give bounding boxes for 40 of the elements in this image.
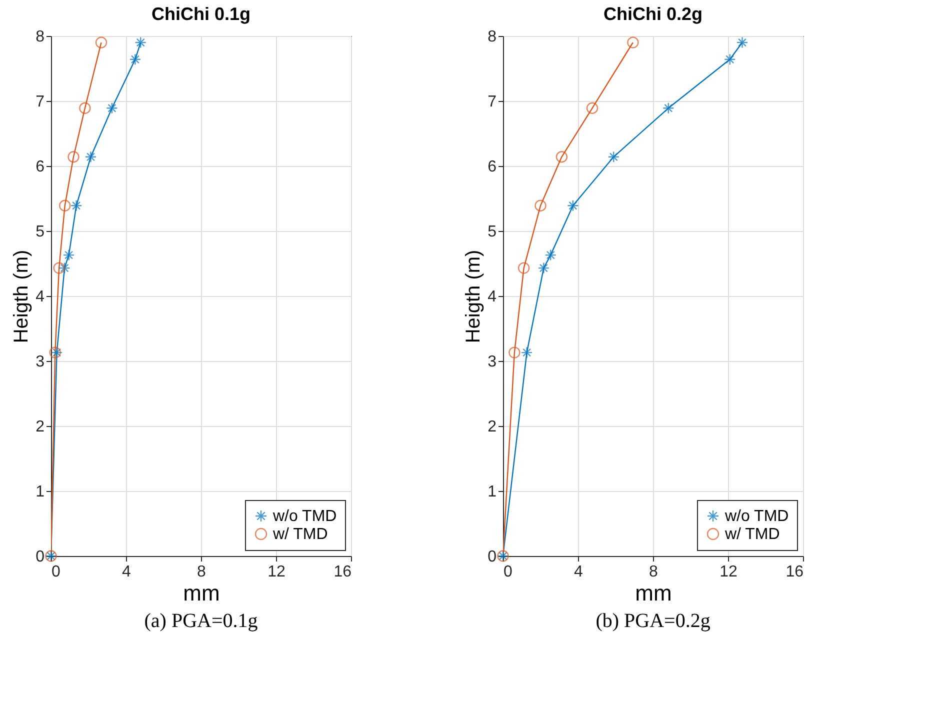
y-tick-label: 5 [488,224,497,240]
x-tick-label: 12 [268,564,286,580]
y-tick-label: 1 [36,484,45,500]
y-tick-label: 6 [488,158,497,176]
y-tick-label: 0 [36,548,45,566]
x-tick-label: 0 [52,564,60,580]
y-tick-label: 0 [488,548,497,566]
y-tick-label: 7 [36,94,45,110]
y-tick-label: 7 [488,94,497,110]
y-tick-label: 1 [488,484,497,500]
x-tick-label: 4 [122,564,132,580]
y-tick-label: 8 [488,28,497,46]
x-tick-label: 0 [504,564,512,580]
text: (b) PGA=0.2g [596,610,710,632]
x-tick-label: 4 [574,564,584,580]
y-tick-label: 4 [36,288,45,306]
text: (a) PGA=0.1g [144,610,258,632]
y-tick-label: 4 [488,288,497,306]
x-axis-title: mm [635,580,672,606]
chart-title: ChiChi 0.1g [151,4,251,24]
legend-label: w/o TMD [724,508,789,525]
x-axis-title: mm [183,580,220,606]
y-tick-label: 2 [36,418,45,436]
x-tick-label: 12 [720,564,738,580]
legend-label: w/ TMD [272,526,328,543]
legend-label: w/ TMD [724,526,780,543]
y-tick-label: 3 [488,354,497,370]
x-tick-label: 8 [649,564,658,580]
y-tick-label: 8 [36,28,45,46]
y-tick-label: 3 [36,354,45,370]
y-tick-label: 2 [488,418,497,436]
y-tick-label: 6 [36,158,45,176]
x-tick-label: 8 [197,564,206,580]
y-tick-label: 5 [36,224,45,240]
y-axis-title: Heigth (m) [10,250,33,344]
y-axis-title: Heigth (m) [462,250,485,344]
x-tick-label: 16 [334,564,352,580]
x-tick-label: 16 [786,564,804,580]
legend-label: w/o TMD [272,508,337,525]
chart-title: ChiChi 0.2g [603,4,703,24]
